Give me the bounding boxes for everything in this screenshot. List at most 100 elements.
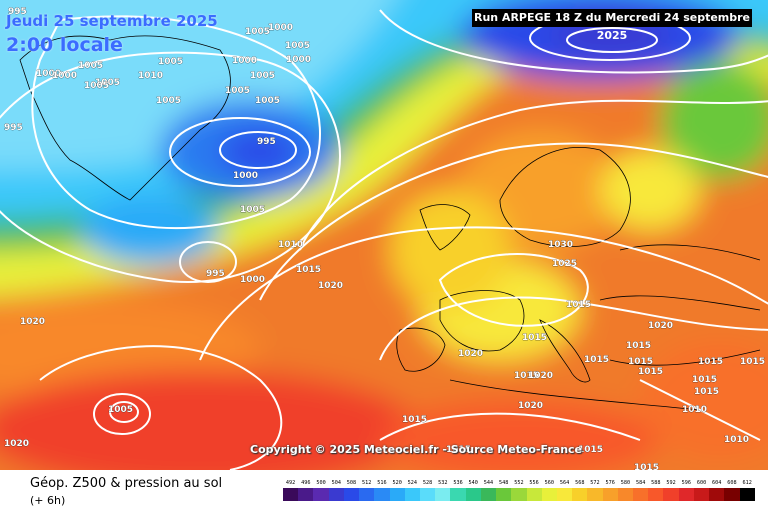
color-scale-swatch <box>587 488 603 501</box>
pressure-label: 1000 <box>268 23 293 33</box>
lead-time: (+ 6h) <box>30 494 66 507</box>
color-scale-swatch <box>450 488 466 501</box>
color-scale-swatch <box>602 488 618 501</box>
pressure-label: 1005 <box>245 27 270 37</box>
legend-footer: Géop. Z500 & pression au sol (+ 6h) 492 4… <box>0 470 768 512</box>
color-scale-swatch <box>648 488 664 501</box>
color-scale-label: 508 <box>346 480 357 486</box>
color-scale-label: 552 <box>514 480 524 486</box>
color-scale-label: 496 <box>301 480 311 486</box>
pressure-label: 995 <box>206 269 225 279</box>
run-info-banner: Run ARPEGE 18 Z du Mercredi 24 septembre… <box>472 9 752 42</box>
color-scale-label: 564 <box>559 480 570 486</box>
color-scale-swatch <box>465 488 481 501</box>
color-scale-swatch <box>328 488 344 501</box>
pressure-label: 1010 <box>278 240 303 250</box>
pressure-label: 1015 <box>402 415 427 425</box>
map-canvas: 995 1005 1000 1005 1000 1005 1010 1005 1… <box>0 0 768 470</box>
pressure-label: 1015 <box>522 333 547 343</box>
color-scale-swatch <box>663 488 679 501</box>
pressure-label: 1015 <box>634 463 659 470</box>
pressure-label: 1020 <box>528 371 553 381</box>
pressure-label: 995 <box>4 123 23 133</box>
color-scale-swatch <box>359 488 375 501</box>
color-scale-label: 604 <box>712 480 722 486</box>
color-scale-label: 528 <box>422 480 433 486</box>
forecast-date: Jeudi 25 septembre 2025 <box>6 12 218 30</box>
pressure-label: 1005 <box>108 405 133 415</box>
pressure-label: 1020 <box>20 317 45 327</box>
color-scale-swatch <box>633 488 649 501</box>
pressure-label: 1015 <box>566 300 591 310</box>
color-scale-label: 504 <box>331 480 341 486</box>
pressure-label: 1000 <box>52 71 77 81</box>
pressure-label: 1020 <box>458 349 483 359</box>
pressure-label: 1010 <box>682 405 707 415</box>
color-scale-label: 540 <box>468 480 478 486</box>
pressure-label: 1005 <box>255 96 280 106</box>
weather-map: 995 1005 1000 1005 1000 1005 1010 1005 1… <box>0 0 768 470</box>
color-scale-label: 612 <box>742 480 752 486</box>
color-scale-label: 544 <box>483 480 494 486</box>
pressure-label: 1030 <box>548 240 573 250</box>
pressure-label: 1015 <box>514 371 539 381</box>
color-scale-label: 548 <box>498 480 509 486</box>
pressure-label: 1005 <box>84 81 109 91</box>
color-scale-swatch <box>678 488 694 501</box>
pressure-label: 1015 <box>446 445 471 455</box>
pressure-label: 1005 <box>95 78 120 88</box>
pressure-label: 1005 <box>78 61 103 71</box>
color-scale-swatch <box>526 488 542 501</box>
pressure-label: 1010 <box>138 71 163 81</box>
color-scale-label: 520 <box>392 480 402 486</box>
color-scale-label: 584 <box>635 480 646 486</box>
color-scale-swatch <box>511 488 527 501</box>
pressure-label: 1015 <box>638 367 663 377</box>
color-scale-labels: 492 496 500 504 508 512 516 520 524 528 532 536 540 5… <box>283 480 755 486</box>
color-scale-label: 516 <box>377 480 387 486</box>
pressure-label: 1010 <box>724 435 749 445</box>
pressure-label: 1015 <box>296 265 321 275</box>
pressure-label: 1005 <box>225 86 250 96</box>
pressure-label: 1020 <box>4 439 29 449</box>
color-scale-label: 568 <box>575 480 585 486</box>
color-scale-swatch <box>541 488 557 501</box>
color-scale-swatch <box>617 488 634 501</box>
color-scale-swatch <box>343 488 360 501</box>
color-scale-swatch <box>419 488 436 501</box>
pressure-label: 1015 <box>626 341 651 351</box>
color-scale-label: 556 <box>529 480 539 486</box>
pressure-label: 1015 <box>694 387 719 397</box>
color-scale-swatch <box>496 488 512 501</box>
color-scale-swatch <box>404 488 420 501</box>
color-scale-swatch <box>389 488 405 501</box>
copyright-notice: Copyright © 2025 Meteociel.fr - Source M… <box>250 443 583 456</box>
pressure-label: 1015 <box>578 445 603 455</box>
color-scale-label: 500 <box>316 480 326 486</box>
color-scale-label: 572 <box>590 480 600 486</box>
color-scale-label: 492 <box>285 480 296 486</box>
pressure-label: 1000 <box>232 56 257 66</box>
pressure-label: 1005 <box>250 71 275 81</box>
color-scale-label: 600 <box>696 480 707 486</box>
forecast-time: 2:00 locale <box>6 34 123 56</box>
color-scale-label: 580 <box>620 480 631 486</box>
color-scale-label: 592 <box>666 480 676 486</box>
pressure-labels: 995 1005 1000 1005 1000 1005 1010 1005 1… <box>4 7 766 470</box>
pressure-label: 995 <box>257 137 276 147</box>
color-scale-swatch <box>374 488 390 501</box>
color-scale-swatch <box>298 488 314 501</box>
pressure-label: 995 <box>8 7 27 17</box>
color-scale-bar <box>283 488 755 501</box>
pressure-label: 1005 <box>240 205 265 215</box>
pressure-label: 1005 <box>285 41 310 51</box>
color-scale-swatch <box>709 488 725 501</box>
color-scale-label: 536 <box>453 480 463 486</box>
color-scale-swatch <box>572 488 588 501</box>
pressure-label: 1015 <box>628 357 653 367</box>
pressure-label: 1025 <box>552 259 577 269</box>
color-scale-swatch <box>480 488 497 501</box>
pressure-label: 1000 <box>240 275 265 285</box>
color-scale-swatch <box>556 488 573 501</box>
